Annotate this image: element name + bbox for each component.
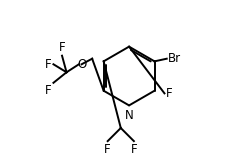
Text: F: F xyxy=(131,143,137,156)
Text: O: O xyxy=(77,58,86,71)
Text: F: F xyxy=(58,41,65,54)
Text: F: F xyxy=(45,84,51,97)
Text: F: F xyxy=(165,87,172,100)
Text: F: F xyxy=(45,58,51,71)
Text: Br: Br xyxy=(168,52,180,65)
Text: N: N xyxy=(124,109,133,122)
Text: F: F xyxy=(103,143,110,156)
